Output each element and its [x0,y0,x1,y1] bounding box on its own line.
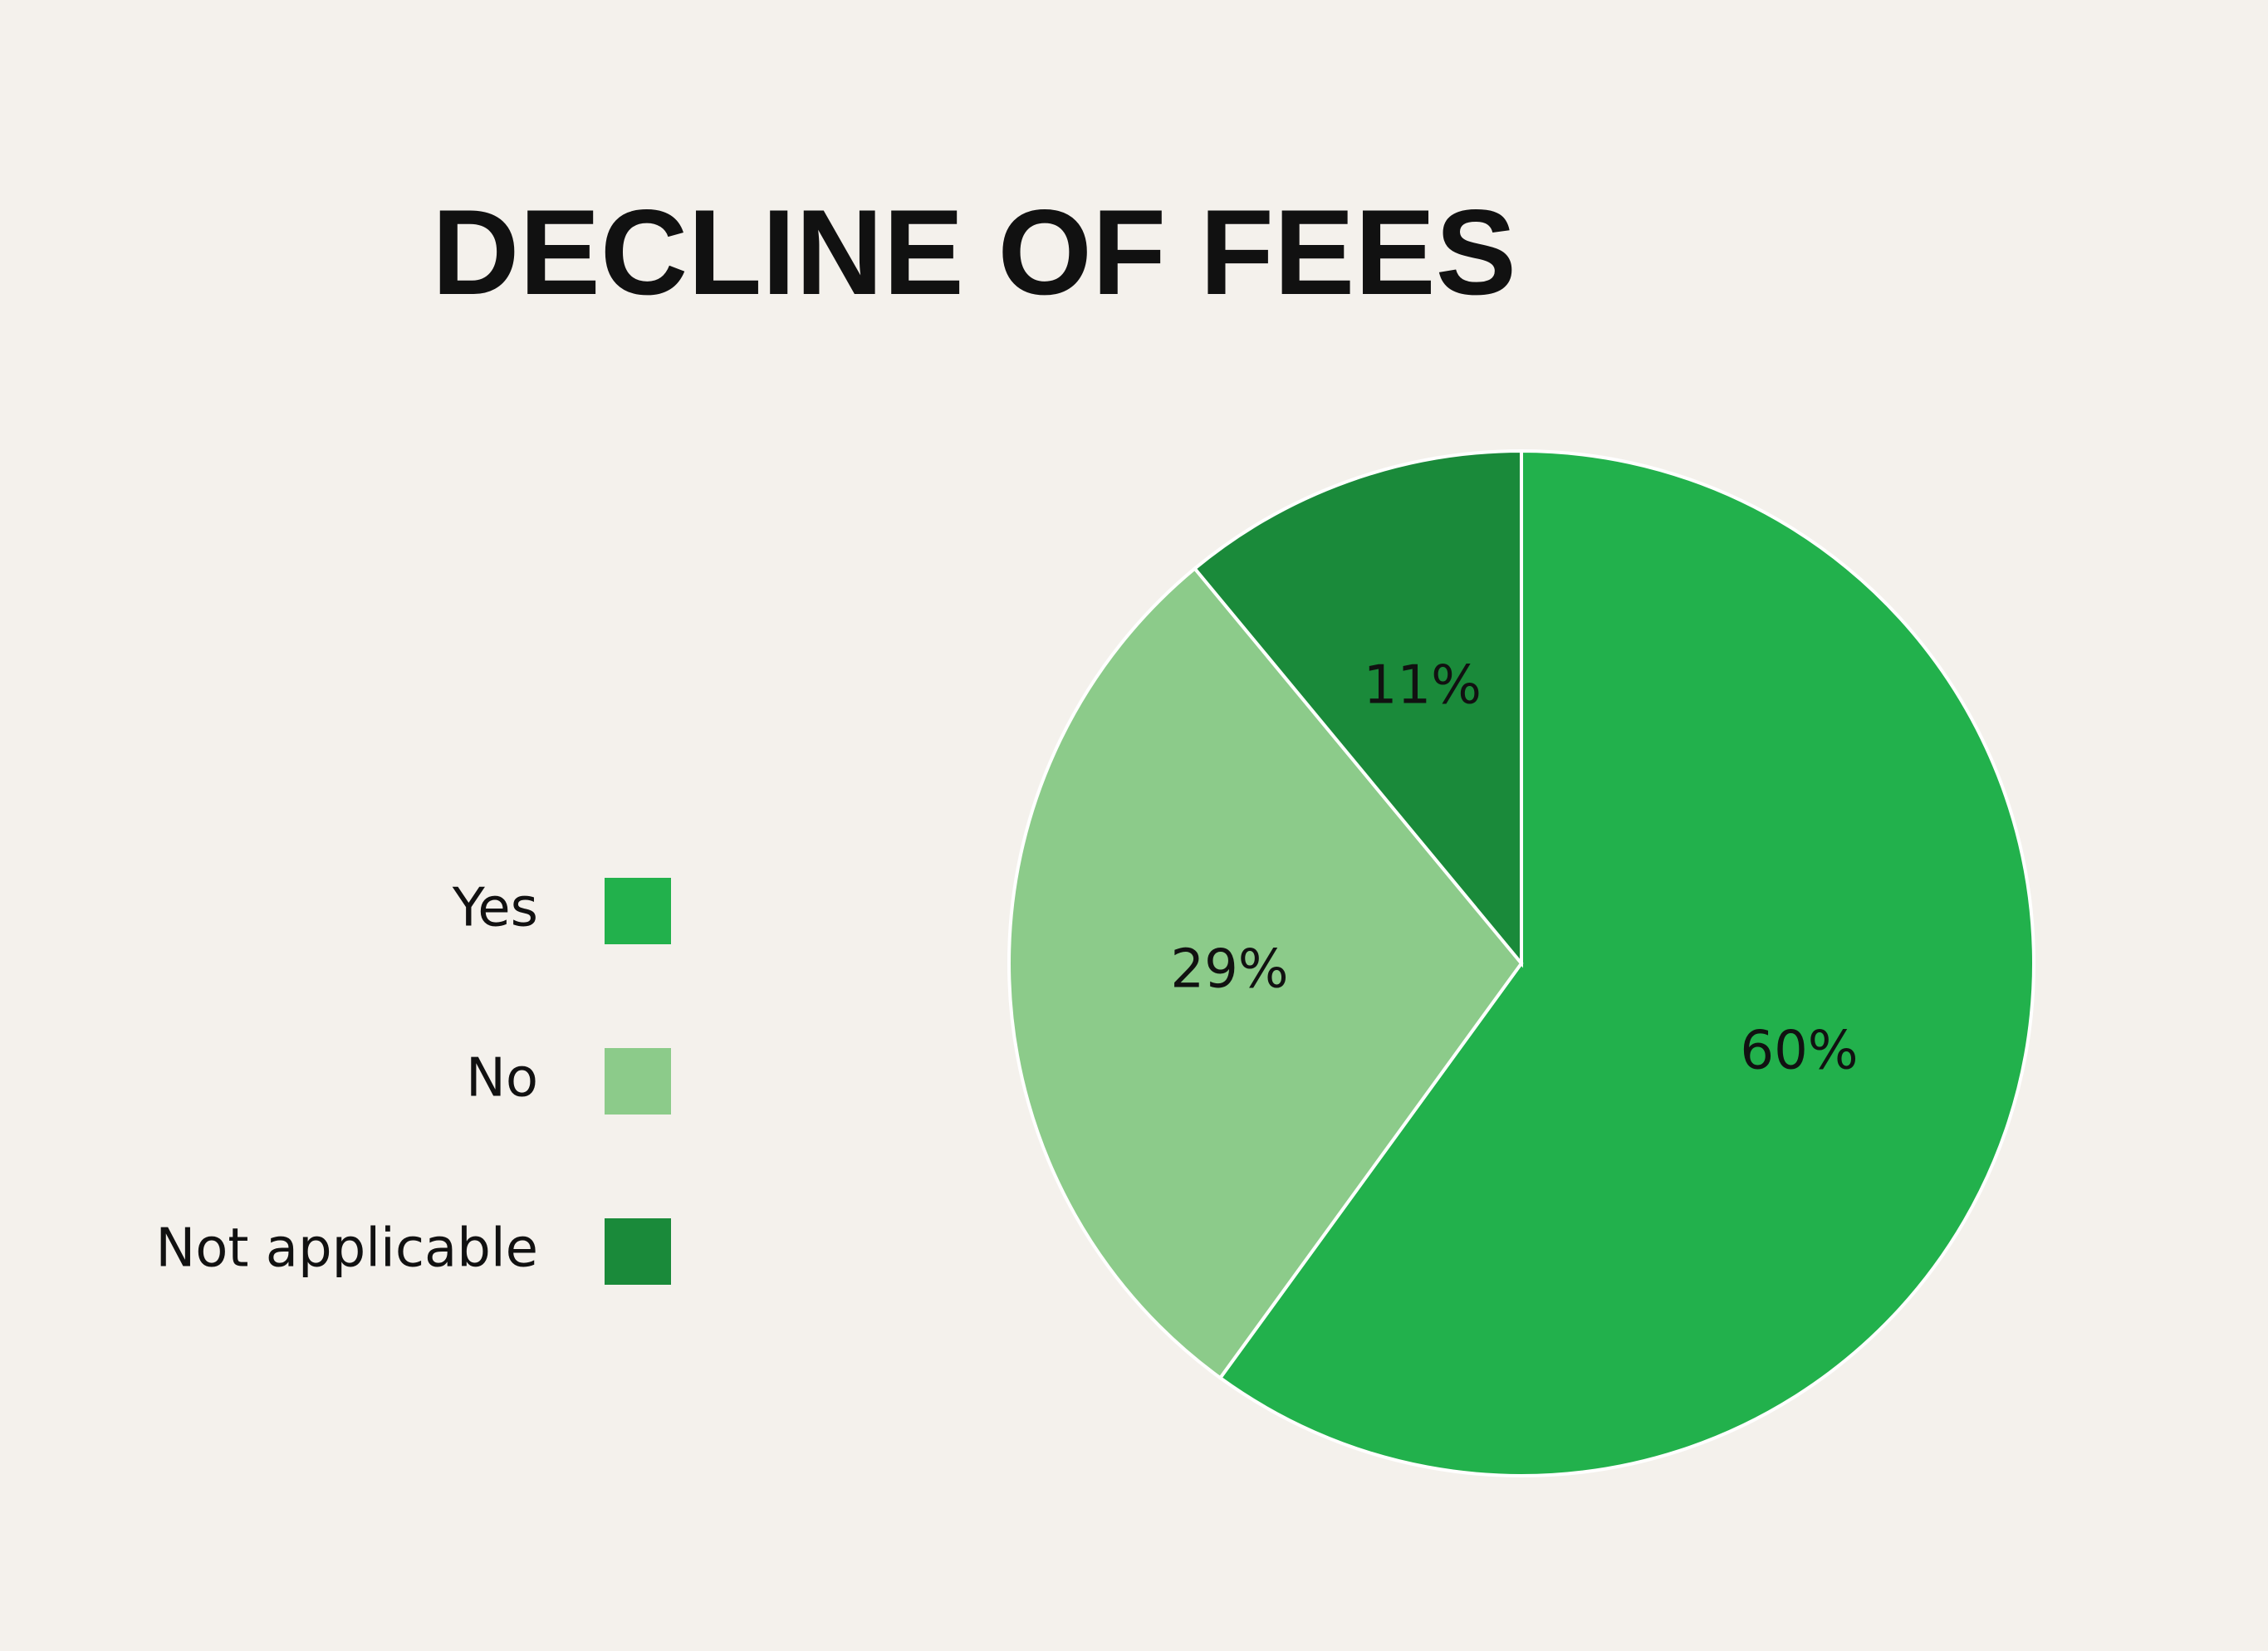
legend-swatch [605,1048,671,1115]
pie-slice [1007,566,1524,1380]
legend-label: Yes [452,878,538,939]
chart-title: DECLINE OF FEES [432,184,1516,320]
pie-slice [1192,448,1523,968]
legend-swatch [605,878,671,944]
data-label: 29% [1170,939,1288,1001]
legend-label: Not applicable [155,1218,538,1280]
pie-slice [1217,448,2036,1477]
data-label: 11% [1364,655,1482,717]
data-label: 60% [1740,1020,1858,1081]
legend-label: No [466,1048,538,1110]
legend-swatch [605,1218,671,1285]
